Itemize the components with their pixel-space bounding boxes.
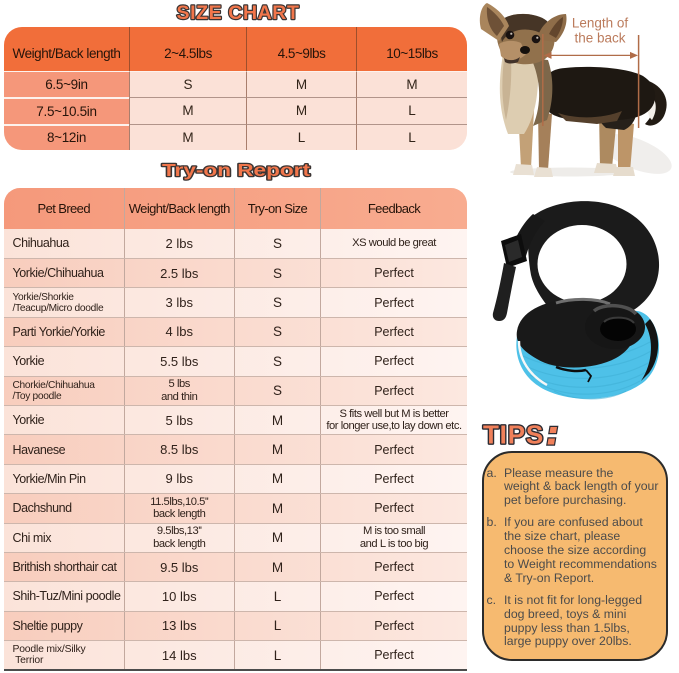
svg-text:TIPS: TIPS	[483, 420, 544, 450]
svg-text:the back: the back	[574, 31, 625, 46]
svg-text:Length of: Length of	[572, 16, 629, 31]
svg-text:SIZE CHART: SIZE CHART	[177, 2, 300, 24]
svg-text:Try-on Report: Try-on Report	[162, 160, 310, 180]
